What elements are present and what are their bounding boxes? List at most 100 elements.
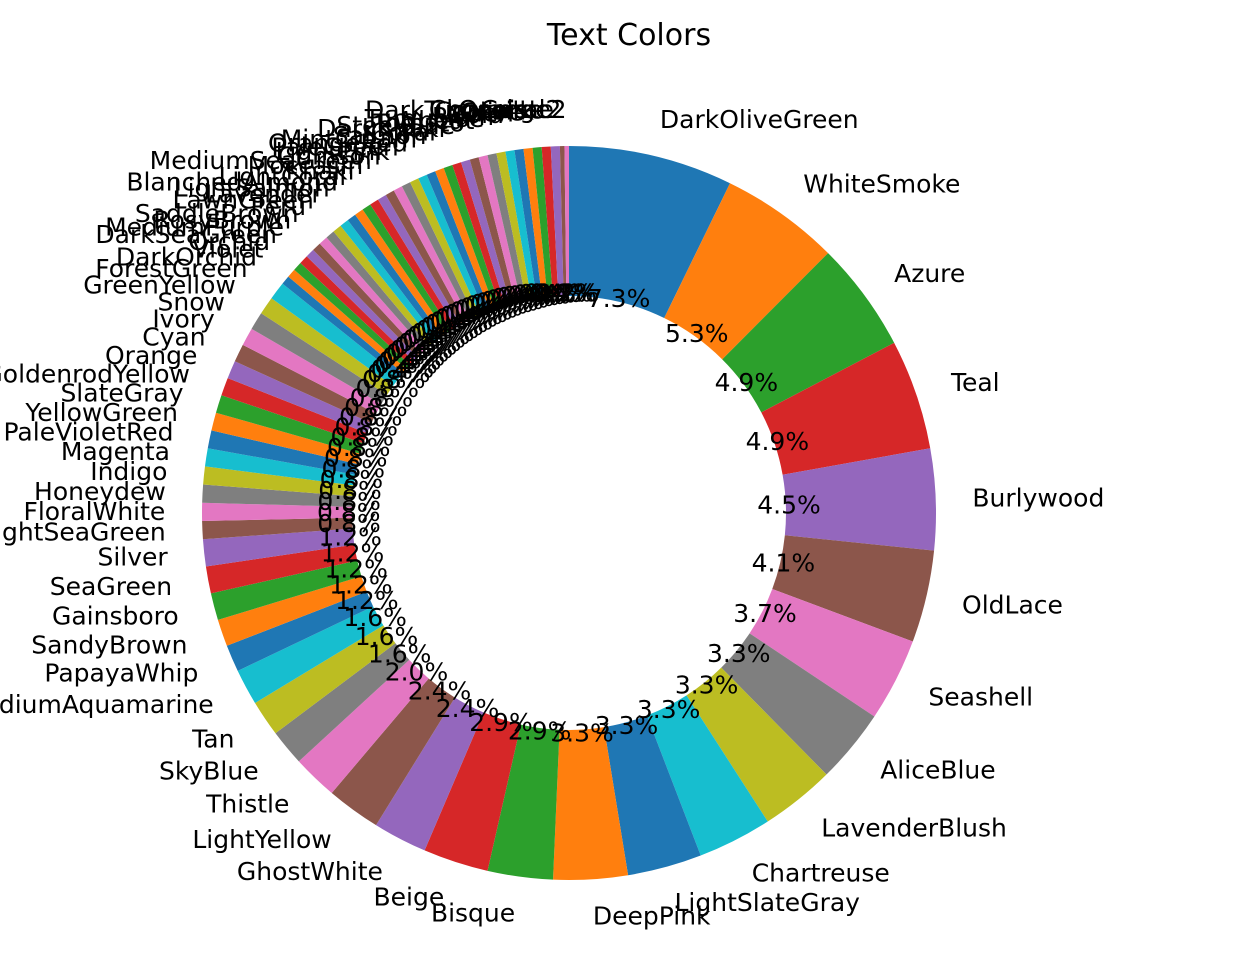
- slice-label: Azure: [894, 259, 965, 288]
- donut-slice: [261, 298, 394, 395]
- slice-label: Orange2: [458, 95, 566, 124]
- slice-percent-label: 3.3%: [675, 670, 739, 699]
- donut-slice: [331, 678, 455, 826]
- donut-slice: [532, 147, 553, 298]
- donut-slice: [205, 544, 358, 594]
- slice-percent-label: 0.8%: [331, 423, 395, 452]
- donut-slice: [569, 146, 730, 318]
- slice-label: Bisque: [431, 899, 515, 928]
- slice-percent-label: 1.6%: [355, 622, 419, 651]
- donut-slice: [722, 253, 895, 413]
- slice-percent-label: 4.5%: [757, 490, 821, 519]
- donut-slice: [355, 209, 447, 337]
- donut-slice: [749, 588, 913, 717]
- slice-label: Honeydew: [34, 477, 166, 506]
- donut-slice: [523, 147, 548, 298]
- slice-percent-label: 0.4%: [454, 294, 518, 323]
- slice-label: LightPink: [275, 137, 390, 166]
- slice-percent-label: 0.4%: [435, 304, 499, 333]
- donut-slice: [242, 328, 382, 414]
- slice-percent-label: 0.4%: [420, 312, 484, 341]
- slice-label: SteelBlue: [336, 111, 455, 140]
- donut-slice: [340, 220, 439, 344]
- slice-percent-label: 2.4%: [436, 694, 500, 723]
- slice-percent-label: 0.8%: [320, 465, 384, 494]
- slice-percent-label: 1.2%: [329, 570, 393, 599]
- donut-slice: [217, 576, 367, 646]
- slice-label: Lavender: [205, 179, 323, 208]
- percent-labels-layer: 7.3%5.3%4.9%4.9%4.5%4.1%3.7%3.3%3.3%3.3%…: [317, 278, 821, 747]
- slice-percent-label: 4.9%: [715, 368, 779, 397]
- slice-label: RosyBrown: [153, 206, 291, 235]
- slice-label: Tan: [191, 724, 234, 753]
- slice-label: AliceBlue: [880, 756, 995, 785]
- slice-percent-label: 5.3%: [665, 319, 729, 348]
- slice-percent-label: 0.4%: [518, 279, 582, 308]
- slice-percent-label: 0.8%: [350, 383, 414, 412]
- slice-label: DarkOrchid: [116, 242, 257, 271]
- slice-percent-label: 0.4%: [529, 278, 593, 307]
- slice-percent-label: 0.2%: [536, 278, 600, 307]
- slice-percent-label: 0.4%: [394, 331, 458, 360]
- slice-percent-label: 0.4%: [425, 309, 489, 338]
- slice-label: Chocolate: [429, 95, 554, 124]
- donut-slice: [469, 157, 516, 305]
- slice-label: Silver: [97, 542, 168, 571]
- donut-slice: [487, 153, 527, 302]
- slice-percent-label: 0.4%: [411, 318, 475, 347]
- slice-label: Indigo: [90, 457, 167, 486]
- donut-slice: [211, 412, 361, 465]
- slice-percent-label: 3.7%: [733, 599, 797, 628]
- donut-slice: [202, 484, 353, 507]
- slice-percent-label: 2.9%: [508, 717, 572, 746]
- slice-percent-label: 0.4%: [382, 343, 446, 372]
- donut-slice: [251, 313, 387, 405]
- slice-percent-label: 0.4%: [524, 279, 588, 308]
- slice-percent-label: 0.4%: [407, 321, 471, 350]
- slice-label: Snow: [157, 287, 224, 316]
- slices-layer: [202, 146, 936, 880]
- slice-label: GhostWhite: [237, 857, 383, 886]
- slice-label: Olive: [460, 97, 524, 126]
- donut-slice: [300, 256, 414, 366]
- slice-label: SandyBrown: [31, 630, 187, 659]
- slice-percent-label: 0.4%: [386, 339, 450, 368]
- donut-slice: [275, 643, 410, 762]
- slice-percent-label: 3.3%: [595, 711, 659, 740]
- donut-slice: [202, 528, 355, 567]
- donut-slice: [215, 395, 364, 454]
- slice-percent-label: 1.2%: [335, 586, 399, 615]
- donut-slice: [226, 591, 374, 671]
- donut-slice: [377, 194, 461, 328]
- donut-slice: [487, 724, 560, 880]
- slice-label: Crimson: [278, 141, 381, 170]
- donut-slice: [313, 243, 422, 358]
- donut-slice: [418, 174, 485, 316]
- donut-slice: [370, 199, 457, 331]
- donut-slice: [202, 517, 353, 540]
- slice-label: MintCream: [281, 124, 417, 153]
- donut-slice: [452, 162, 506, 308]
- donut-slice: [207, 430, 358, 475]
- slice-percent-label: 0.8%: [324, 444, 388, 473]
- slice-label: Wheat: [393, 106, 474, 135]
- slice-label: SeaGreen: [50, 572, 172, 601]
- slice-percent-label: 7.3%: [587, 284, 651, 313]
- slice-percent-label: 0.8%: [317, 509, 381, 538]
- slice-percent-label: 1.2%: [318, 522, 382, 551]
- slice-label: Coral: [371, 117, 436, 146]
- slice-label: Seashell: [928, 682, 1033, 711]
- slice-label: Plum: [432, 102, 494, 131]
- donut-slice: [282, 276, 404, 378]
- donut-slice: [426, 171, 490, 313]
- slice-label: MediumPurple: [105, 213, 284, 242]
- donut-slice: [203, 466, 354, 497]
- donut-slice: [541, 146, 559, 297]
- donut-slice: [514, 148, 543, 299]
- donut-slice: [443, 165, 501, 310]
- slice-percent-label: 0.8%: [362, 365, 426, 394]
- donut-slice: [410, 178, 480, 318]
- slice-label: Violet: [193, 235, 264, 264]
- donut-slice: [424, 712, 521, 871]
- slice-percent-label: 0.4%: [486, 284, 550, 313]
